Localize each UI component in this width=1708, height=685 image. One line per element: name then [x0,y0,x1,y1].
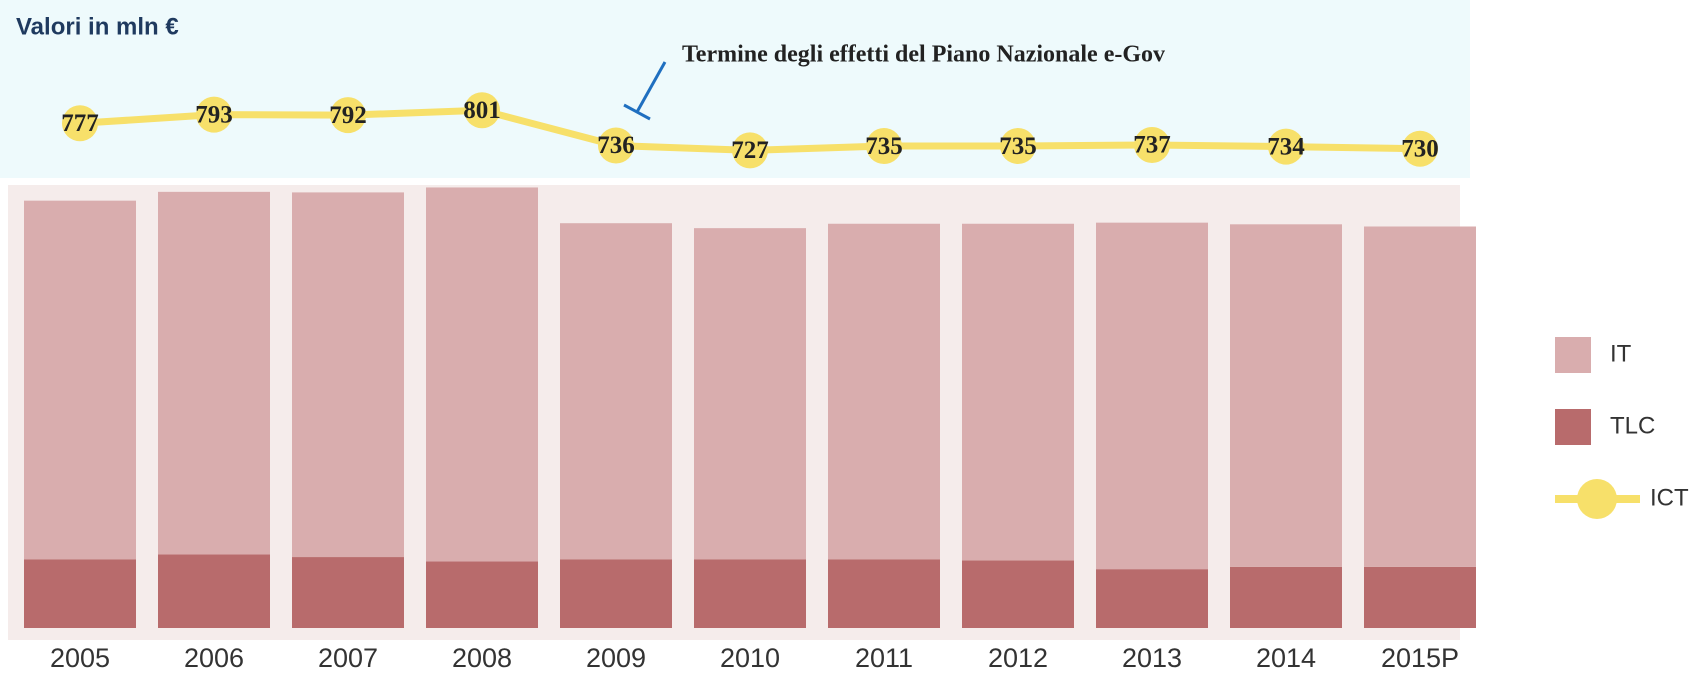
annotation-line [635,61,667,113]
legend-swatch [1555,409,1591,445]
x-tick-label: 2015P [1381,643,1459,673]
bar-segment [962,223,1074,561]
ict-point [732,132,768,169]
value-label: 737 [1133,132,1171,159]
ict-point [62,105,98,142]
bar-segment [1364,226,1476,567]
legend-label: ICT [1650,484,1689,511]
x-tick-label: 2007 [318,643,378,673]
x-tick-label: 2005 [50,643,110,673]
bar-segment [1364,566,1476,628]
ict-point [1000,128,1036,165]
chart-title: Valori in mln € [16,13,179,40]
ict-point [598,127,634,164]
value-label: 777 [61,110,99,137]
ict-point [196,96,232,133]
bar-segment [426,187,538,562]
ict-point [1402,130,1438,167]
ict-point [866,128,902,165]
bar-segment [828,559,940,628]
x-tick-label: 2012 [988,643,1048,673]
value-label: 735 [865,133,903,160]
ict-point [1268,128,1304,165]
value-label: 736 [597,132,635,159]
ict-point [1134,126,1170,163]
bar-segment [560,223,672,560]
bar-segment [1230,566,1342,628]
bar-segment [426,561,538,628]
annotation: Termine degli effetti del Piano Nazional… [682,42,1165,68]
bar-segment [24,559,136,628]
x-tick-label: 2013 [1122,643,1182,673]
x-tick-label: 2006 [184,643,244,673]
legend-label: IT [1610,340,1632,367]
bar-segment [158,191,270,555]
x-tick-label: 2011 [855,643,913,673]
value-label: 734 [1267,133,1305,160]
x-tick-label: 2008 [452,643,512,673]
x-tick-label: 2009 [586,643,646,673]
value-label: 730 [1401,135,1439,162]
value-label: 801 [463,97,501,124]
bar-segment [694,559,806,628]
ict-point [464,92,500,129]
bar-segment [292,557,404,628]
legend-label: TLC [1610,412,1655,439]
x-tick-label: 2014 [1256,643,1316,673]
bar-segment [158,554,270,628]
value-label: 727 [731,137,769,164]
x-tick-label: 2010 [720,643,780,673]
bar-segment [1096,222,1208,570]
legend-marker [1577,479,1617,519]
bar-segment [828,223,940,560]
annotation-tick [623,103,651,121]
bar-segment [1230,224,1342,567]
bar-segment [962,560,1074,628]
ict-point [330,97,366,134]
bar-segment [24,200,136,560]
bar-segment [292,192,404,558]
value-label: 735 [999,133,1037,160]
legend-swatch [1555,337,1591,373]
bar-segment [694,228,806,560]
bar-segment [1096,569,1208,628]
value-label: 792 [329,102,367,129]
value-label: 793 [195,101,233,128]
bar-segment [560,559,672,628]
